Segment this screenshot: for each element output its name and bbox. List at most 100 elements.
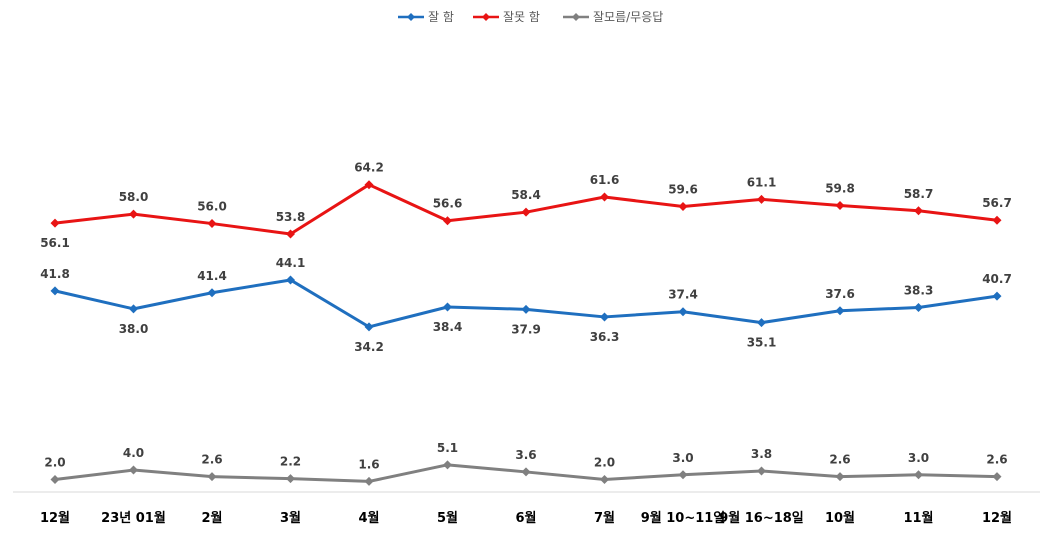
data-point [364,180,374,190]
data-label: 53.8 [276,210,306,224]
legend: 잘 함 잘못 함 잘모름/무응답 [398,10,663,24]
data-point [207,472,217,482]
data-label: 58.4 [511,188,541,202]
data-label: 37.4 [668,288,698,302]
data-point [207,219,217,229]
legend-marker [572,13,580,21]
data-label: 2.0 [44,456,65,470]
data-point [757,466,766,476]
data-label: 2.2 [280,455,301,469]
data-point [835,201,845,211]
x-tick-label: 12월 [982,510,1012,526]
data-point [914,302,923,312]
data-point [600,312,609,322]
data-point [678,307,688,317]
data-point [678,201,688,211]
data-point [600,192,609,202]
data-point [50,218,60,228]
data-label: 41.4 [197,269,227,283]
data-point [992,472,1002,482]
data-point [286,275,295,285]
legend-marker [482,13,490,21]
data-point [992,291,1002,301]
data-label: 3.6 [515,448,536,462]
data-label-layer: 41.8 38.0 41.4 44.1 34.2 38.4 37.9 36.3 37.4 35.1… [40,161,1012,472]
data-point [992,215,1002,225]
data-point [50,286,60,296]
series-line [54,278,998,329]
data-point [129,465,138,475]
data-point [521,207,531,217]
data-label: 35.1 [747,336,777,350]
data-label: 56.0 [197,200,227,214]
x-tick-label: 6월 [515,510,536,526]
x-tick-label: 5월 [437,510,458,526]
data-label: 37.9 [511,322,541,336]
data-label: 3.0 [672,451,693,465]
data-label: 58.0 [119,190,149,204]
data-point [835,306,845,316]
data-label: 56.6 [433,197,463,211]
data-label: 2.0 [594,456,615,470]
data-point [443,460,452,470]
data-label: 4.0 [123,446,144,460]
data-label: 36.3 [590,330,620,344]
x-tick-label: 10월 [825,510,855,526]
legend-label: 잘못 함 [503,10,540,24]
data-point [914,206,923,216]
data-label: 56.1 [40,236,70,250]
data-label: 44.1 [276,256,306,270]
x-tick-label: 23년 01월 [101,510,166,526]
data-point [521,467,531,477]
data-label: 61.6 [590,173,620,187]
x-tick-label: 9월 16~18일 [719,510,804,526]
data-point [521,304,531,314]
legend-item: 잘모름/무응답 [563,10,663,24]
data-label: 38.0 [119,322,149,336]
data-label: 40.7 [982,272,1012,286]
data-point [835,472,845,482]
data-label: 41.8 [40,267,70,281]
data-label: 38.4 [433,320,463,334]
data-label: 37.6 [825,287,855,301]
legend-item: 잘못 함 [473,10,540,24]
data-label: 58.7 [904,187,934,201]
data-label: 64.2 [354,161,384,175]
data-label: 59.6 [668,182,698,196]
data-label: 3.0 [908,451,929,465]
data-label: 34.2 [354,340,384,354]
data-point [364,322,374,332]
data-point [286,474,295,484]
data-point [50,475,60,485]
data-point [757,194,766,204]
legend-marker [407,13,415,21]
data-label: 61.1 [747,175,777,189]
data-label: 2.6 [829,453,850,467]
data-label: 2.6 [201,453,222,467]
data-label: 38.3 [904,283,934,297]
data-point [443,302,452,312]
x-tick-label: 2월 [201,510,222,526]
x-tick-label: 11월 [903,510,933,526]
data-point [129,209,138,219]
data-point [286,229,295,239]
data-point [207,288,217,298]
x-tick-label: 12월 [40,510,70,526]
data-point [600,475,609,485]
legend-label: 잘모름/무응답 [593,10,663,24]
data-label: 56.7 [982,196,1012,210]
x-tick-label: 7월 [594,510,615,526]
data-point [757,318,766,328]
legend-label: 잘 함 [428,10,454,24]
legend-item: 잘 함 [398,10,454,24]
x-tick-label: 4월 [358,510,379,526]
data-point [443,216,452,226]
data-point [364,476,374,486]
data-point [129,304,138,314]
data-label: 59.8 [825,182,855,196]
x-tick-label: 9월 10~11일 [641,510,726,526]
data-point [914,470,923,480]
data-point [678,470,688,480]
